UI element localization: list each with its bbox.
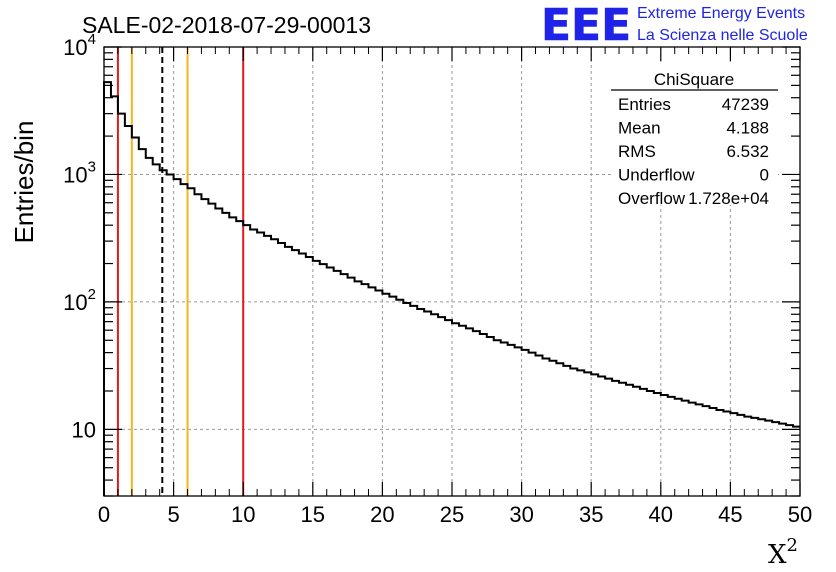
stats-label: Underflow <box>618 166 695 185</box>
histogram-series <box>103 81 800 496</box>
x-tick-label: 0 <box>98 502 110 527</box>
x-tick-label: 5 <box>167 502 179 527</box>
stats-label: Entries <box>618 95 671 114</box>
stats-label: Overflow <box>618 189 686 208</box>
x-tick-label: 45 <box>718 502 742 527</box>
stats-rows: Entries 47239 Mean 4.188 RMS 6.532 Underflow 0 O… <box>618 95 769 208</box>
eee-logo-letters: EEE <box>541 0 631 51</box>
x-tick-label: 40 <box>649 502 673 527</box>
stats-label: RMS <box>618 142 656 161</box>
stats-value: 1.728e+04 <box>688 189 769 208</box>
y-tick-label: 103 <box>63 158 96 187</box>
x-tick-label: 25 <box>440 502 464 527</box>
x-tick-label: 50 <box>788 502 812 527</box>
stats-value: 47239 <box>722 95 769 114</box>
x-axis-label: X2 <box>768 535 798 570</box>
y-axis: 10 102 103 104 <box>63 31 800 497</box>
x-tick-label: 30 <box>509 502 533 527</box>
x-axis: 0 5 10 15 20 25 30 35 40 45 50 <box>98 47 812 527</box>
stats-box: ChiSquare Entries 47239 Mean 4.188 RMS 6.532 U… <box>611 65 778 208</box>
stats-label: Mean <box>618 119 661 138</box>
chart-title: SALE-02-2018-07-29-00013 <box>82 12 371 38</box>
stats-box-title: ChiSquare <box>654 70 734 89</box>
eee-logo-line1: Extreme Energy Events <box>637 5 805 22</box>
x-tick-label: 15 <box>301 502 325 527</box>
stats-value: 0 <box>760 166 769 185</box>
stats-value: 6.532 <box>726 142 769 161</box>
x-tick-label: 20 <box>370 502 394 527</box>
y-tick-label: 102 <box>63 286 96 315</box>
eee-logo: EEE Extreme Energy Events La Scienza nel… <box>541 0 808 51</box>
x-tick-label: 35 <box>579 502 603 527</box>
stats-box-background <box>611 65 778 205</box>
y-tick-label: 104 <box>63 31 96 60</box>
x-tick-label: 10 <box>231 502 255 527</box>
reference-lines <box>116 47 245 496</box>
y-axis-label: Entries/bin <box>9 121 39 244</box>
eee-logo-line2: La Scienza nelle Scuole <box>637 27 808 44</box>
stats-value: 4.188 <box>726 119 769 138</box>
y-tick-label: 10 <box>72 417 96 442</box>
